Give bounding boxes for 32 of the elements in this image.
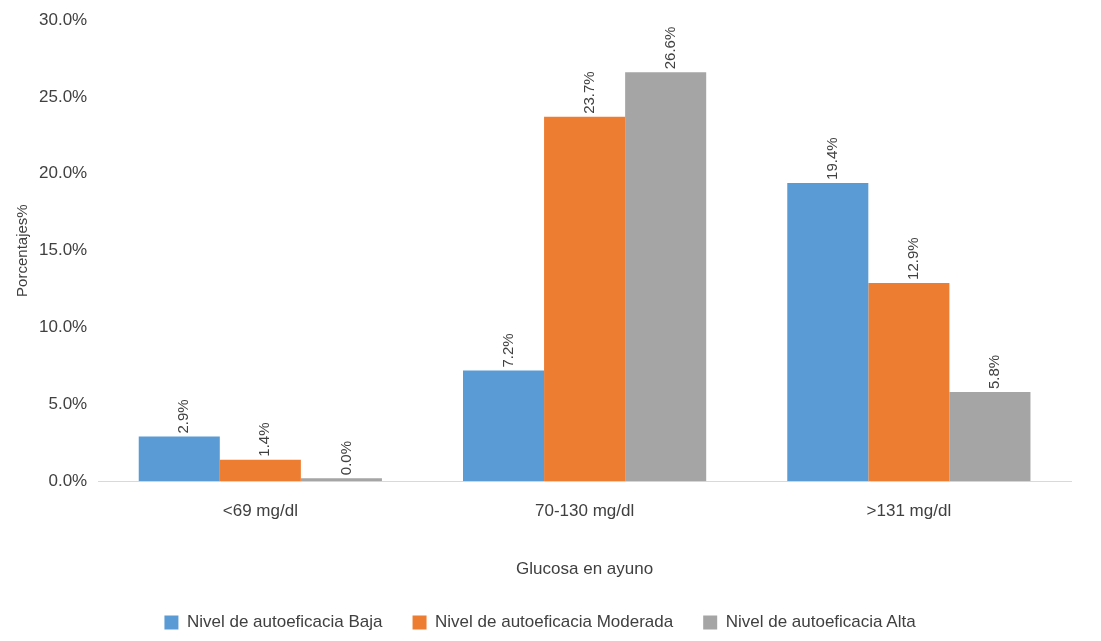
data-label: 1.4%	[255, 422, 273, 457]
x-tick-label: <69 mg/dl	[222, 501, 298, 521]
x-tick-label: >131 mg/dl	[866, 501, 952, 521]
data-label: 2.9%	[174, 399, 192, 434]
bar	[463, 370, 545, 482]
data-label: 5.8%	[985, 354, 1003, 390]
data-label: 26.6%	[660, 26, 678, 70]
y-tick-label: 30.0%	[39, 9, 88, 29]
y-axis-title: Porcentajes%	[13, 204, 31, 297]
y-tick-label: 15.0%	[39, 240, 88, 260]
data-label: 12.9%	[904, 237, 922, 280]
legend-label: Nivel de autoeficacia Moderada	[435, 612, 674, 632]
x-tick-label: 70-130 mg/dl	[534, 501, 635, 521]
bar	[138, 436, 220, 482]
bar	[544, 116, 626, 482]
bar	[949, 392, 1031, 482]
x-axis-title: Glucosa en ayuno	[516, 559, 654, 579]
bar	[625, 72, 707, 482]
bar	[219, 459, 301, 482]
data-label: 0.0%	[336, 441, 354, 476]
data-label: 19.4%	[822, 137, 840, 180]
data-label: 23.7%	[579, 71, 597, 114]
legend-label: Nivel de autoeficacia Alta	[725, 612, 917, 632]
y-tick-label: 25.0%	[39, 86, 88, 106]
legend-label: Nivel de autoeficacia Baja	[186, 612, 384, 632]
y-tick-label: 5.0%	[48, 394, 88, 414]
y-tick-label: 10.0%	[39, 317, 88, 337]
y-tick-label: 0.0%	[48, 470, 88, 490]
bar	[868, 282, 950, 482]
data-label: 7.2%	[498, 333, 516, 368]
bar	[787, 182, 869, 482]
y-tick-label: 20.0%	[39, 163, 88, 183]
